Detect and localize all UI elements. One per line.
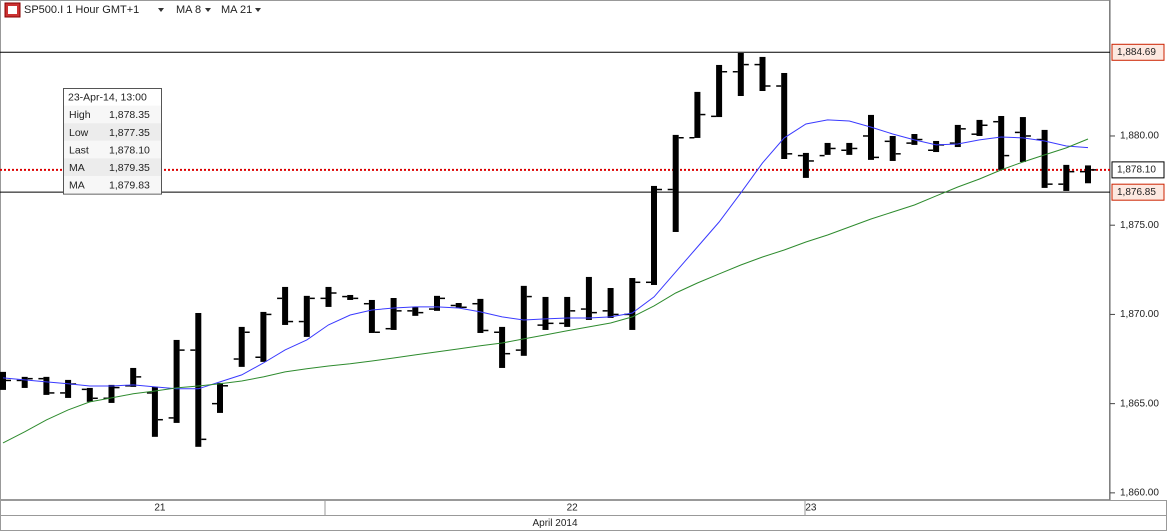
- ohlc-range: [65, 379, 72, 398]
- ohlc-range: [824, 142, 831, 155]
- ohlc-range: [86, 387, 93, 402]
- info-box: 23-Apr-14, 13:00 High 1,878.35 Low 1,877.35 L…: [63, 88, 162, 195]
- price-label-box: [1111, 183, 1165, 201]
- ohlc-range: [368, 299, 375, 333]
- ohlc-range: [585, 276, 592, 320]
- ohlc-range: [976, 119, 983, 136]
- ohlc-range: [282, 286, 289, 325]
- ohlc-range: [737, 52, 744, 97]
- y-tick-label: 1,865.00: [1120, 398, 1159, 409]
- info-row-label: High: [69, 109, 91, 121]
- ohlc-range: [21, 376, 28, 388]
- ohlc-range: [846, 142, 853, 155]
- ohlc-range: [303, 295, 310, 337]
- ohlc-range: [173, 339, 180, 423]
- legend-entry[interactable]: MA 8: [176, 4, 201, 16]
- ohlc-range: [954, 124, 961, 148]
- x-tick-label: 22: [567, 503, 579, 514]
- info-box-title: 23-Apr-14, 13:00: [68, 92, 147, 104]
- ohlc-range: [889, 135, 896, 161]
- ma-line: [2, 119, 1089, 390]
- y-tick-label: 1,880.00: [1120, 131, 1159, 142]
- ohlc-range: [499, 326, 506, 368]
- info-row-label: Low: [69, 127, 89, 139]
- ohlc-range: [520, 285, 527, 356]
- info-row-label: MA: [69, 180, 85, 192]
- ohlc-range: [195, 312, 202, 447]
- day-axis: [0, 500, 1167, 516]
- info-row-bg: [64, 158, 161, 176]
- ohlc-range: [1019, 117, 1026, 163]
- ohlc-range: [434, 295, 440, 311]
- ohlc-range: [260, 311, 267, 362]
- info-row-bg: [64, 123, 161, 141]
- ohlc-range: [217, 382, 223, 413]
- dropdown-arrow[interactable]: [158, 8, 164, 12]
- ohlc-range: [43, 376, 50, 395]
- ohlc-range: [629, 278, 636, 330]
- ohlc-range: [151, 386, 158, 437]
- info-row-bg: [64, 140, 161, 159]
- ohlc-range: [412, 306, 419, 316]
- x-axis-label: April 2014: [532, 518, 577, 529]
- chart-title[interactable]: SP500.I 1 Hour GMT+1: [24, 4, 139, 16]
- ohlc-range: [802, 152, 809, 178]
- ohlc-range: [477, 298, 484, 333]
- price-label: 1,884.69: [1117, 47, 1156, 58]
- ohlc-range: [130, 367, 137, 387]
- info-row-value: 1,879.35: [109, 162, 150, 174]
- price-label: 1,876.85: [1117, 187, 1156, 198]
- dropdown-arrow[interactable]: [205, 8, 211, 12]
- info-row-bg: [64, 105, 161, 124]
- info-row-value: 1,878.35: [109, 109, 150, 121]
- info-row-value: 1,878.10: [109, 144, 150, 156]
- instrument-icon-inner: [8, 6, 17, 14]
- ohlc-range: [455, 302, 462, 308]
- ohlc-range: [1085, 165, 1091, 184]
- ohlc-range: [759, 56, 766, 92]
- ohlc-range: [672, 134, 679, 232]
- ohlc-range: [564, 296, 571, 327]
- info-row-value: 1,877.35: [109, 127, 150, 139]
- ohlc-range: [694, 91, 701, 138]
- ohlc-range: [933, 140, 940, 153]
- ohlc-range: [325, 286, 332, 307]
- info-row-label: MA: [69, 162, 85, 174]
- ohlc-range: [781, 72, 788, 159]
- info-row-label: Last: [69, 144, 89, 156]
- ohlc-range: [347, 294, 354, 300]
- x-tick-label: 21: [154, 503, 166, 514]
- y-tick-label: 1,870.00: [1120, 309, 1159, 320]
- ohlc-range: [1063, 164, 1070, 191]
- ohlc-range: [0, 371, 6, 390]
- dropdown-arrow[interactable]: [255, 8, 261, 12]
- ohlc-range: [607, 288, 614, 318]
- ohlc-range: [542, 296, 549, 330]
- price-label-box: [1111, 161, 1165, 179]
- ohlc-range: [390, 298, 397, 330]
- info-row-value: 1,879.83: [109, 180, 150, 192]
- ohlc-range: [868, 114, 874, 160]
- x-tick-label: 23: [805, 503, 817, 514]
- ohlc-range: [998, 115, 1005, 170]
- ma-line: [2, 138, 1089, 444]
- toolbar: SP500.I 1 Hour GMT+1 MA 8 MA 21: [4, 2, 261, 18]
- month-axis: [0, 515, 1167, 531]
- y-tick-label: 1,860.00: [1120, 488, 1159, 499]
- price-label-box: [1111, 43, 1165, 61]
- ohlc-range: [716, 64, 723, 118]
- ohlc-range: [108, 384, 115, 403]
- ohlc-range: [1041, 129, 1048, 188]
- legend-entry[interactable]: MA 21: [221, 4, 252, 16]
- info-row-bg: [64, 176, 161, 194]
- y-tick-label: 1,875.00: [1120, 220, 1159, 231]
- price-label: 1,878.10: [1117, 165, 1156, 176]
- ohlc-range: [651, 185, 657, 285]
- ohlc-range: [238, 326, 245, 367]
